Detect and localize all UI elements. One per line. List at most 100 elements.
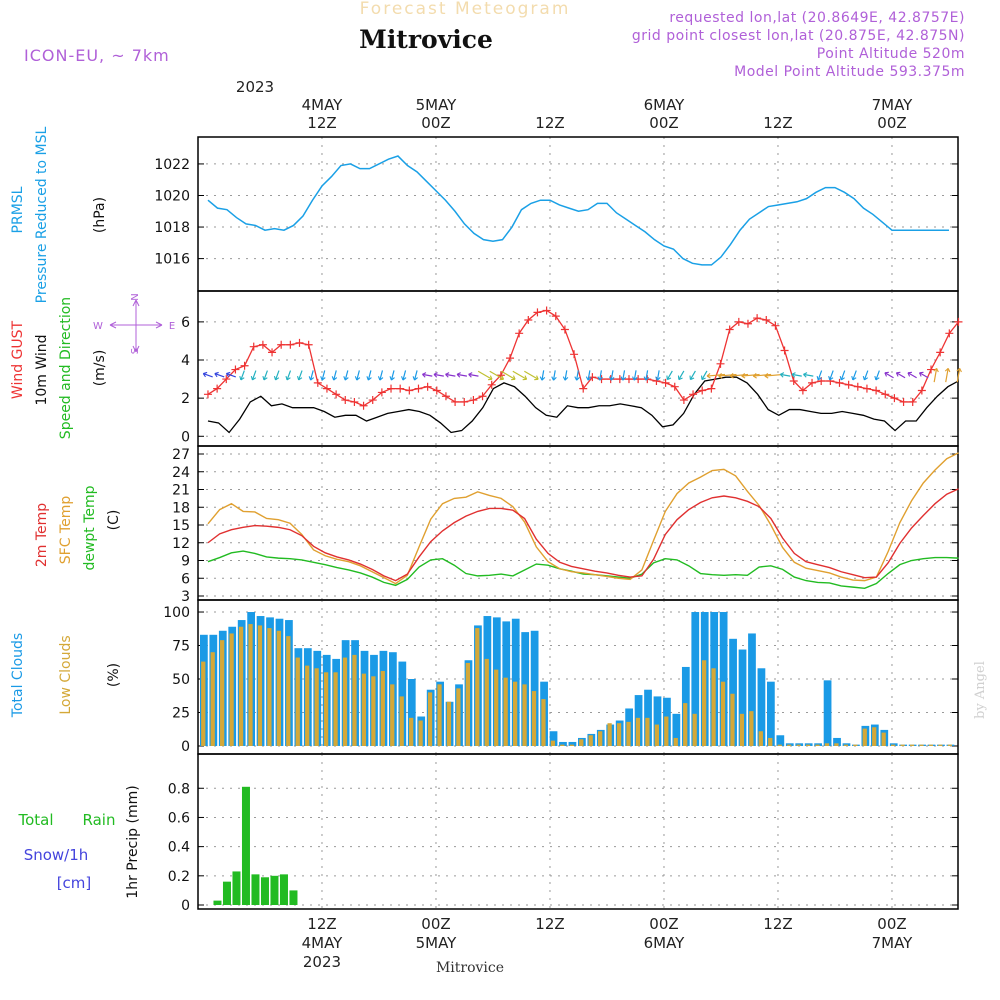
wind-direction-arrow (701, 370, 708, 380)
wind-direction-arrow (433, 373, 444, 377)
gust-marker (286, 340, 295, 349)
arrow-head (884, 371, 889, 377)
low-cloud-bar (267, 628, 272, 746)
low-cloud-bar (815, 744, 820, 746)
arrow-head (412, 376, 418, 381)
arrow-head (741, 373, 746, 379)
gust-marker (872, 386, 881, 395)
wind-direction-arrow (678, 370, 685, 380)
gust-marker (945, 329, 954, 338)
gust-marker (835, 378, 844, 387)
wind-direction-arrow (321, 370, 326, 381)
gust-marker (322, 384, 331, 393)
arrow-head (539, 376, 546, 381)
arrow-head (354, 376, 361, 381)
arrow-head (214, 371, 219, 378)
precip-bar (213, 900, 222, 905)
panel-pressure: 1016 1018 1020 1022 PRMSL Pressure Reduced to… (10, 126, 959, 303)
arrow-head (816, 375, 822, 381)
y-tick-label: 6 (181, 315, 190, 331)
total-cloud-bar (568, 741, 577, 746)
arrow-head (297, 375, 303, 381)
gust-marker (734, 317, 743, 326)
pressure-label-msl: Pressure Reduced to MSL (34, 126, 50, 303)
arrow-head (562, 376, 569, 381)
low-cloud-bar (654, 724, 659, 746)
wind-direction-arrow (310, 370, 314, 381)
arrow-head (445, 372, 450, 378)
wind-direction-arrow (552, 370, 556, 381)
gust-marker (954, 317, 963, 326)
panel-frame (197, 599, 959, 755)
low-cloud-bar (276, 630, 281, 746)
arrow-head (666, 375, 672, 381)
gust-marker (533, 308, 542, 317)
precip-label-cm: [cm] (57, 874, 92, 892)
gust-marker (231, 365, 240, 374)
total-cloud-bar (549, 731, 558, 746)
precip-bar (241, 786, 250, 905)
gust-marker (460, 397, 469, 406)
panel-frame (197, 753, 959, 910)
panel-wind: 0 2 4 6 Wind GUST 10m Wind Speed and Direction… (10, 290, 963, 447)
arrow-head (456, 372, 461, 378)
low-cloud-bar (238, 626, 244, 746)
y-tick-label: 21 (172, 483, 190, 499)
low-cloud-bar (853, 744, 858, 746)
low-cloud-bar (834, 743, 839, 746)
arrow-head (643, 376, 650, 381)
total-cloud-bar (691, 612, 700, 746)
wind-direction-arrow (633, 370, 637, 381)
wind-direction-arrow (524, 370, 539, 380)
low-cloud-bar (796, 744, 801, 746)
wind-direction-arrow (512, 370, 527, 380)
arrow-head (308, 376, 315, 381)
low-cloud-bar (890, 744, 896, 746)
total-cloud-bar (672, 713, 681, 746)
gust-marker (689, 390, 698, 399)
low-cloud-bar (683, 703, 688, 746)
low-cloud-bar (229, 633, 234, 746)
y-tick-label: 4 (181, 353, 190, 369)
precip-label-unit: 1hr Precip (mm) (125, 785, 141, 898)
y-tick-label: 27 (172, 447, 190, 463)
top-year-label: 2023 (236, 78, 274, 96)
precip-bar (251, 874, 260, 905)
gust-marker (304, 340, 313, 349)
gust-marker (213, 384, 222, 393)
clouds-label-total: Total Clouds (10, 633, 26, 718)
low-cloud-bar (494, 669, 499, 746)
arrow-head (907, 371, 912, 377)
low-cloud-bar (399, 696, 404, 746)
low-cloud-bar (437, 684, 442, 746)
gust-marker (808, 378, 817, 387)
top-hour-label: 00Z (649, 114, 678, 132)
gust-marker (377, 388, 386, 397)
arrow-head (202, 371, 208, 378)
wind-direction-arrow (753, 373, 772, 377)
arrow-head (597, 376, 603, 381)
top-day-label: 4MAY (302, 96, 344, 114)
wind-direction-arrow (956, 368, 961, 383)
gust-marker (936, 348, 945, 357)
low-cloud-bar (380, 670, 385, 746)
pressure-label-unit: (hPa) (92, 197, 108, 233)
total-cloud-bar (748, 633, 756, 746)
arrow-head (874, 375, 880, 381)
arrow-head (620, 376, 627, 381)
wind-direction-arrow (456, 373, 468, 377)
wind-direction-arrow (863, 370, 869, 381)
low-cloud-bar (286, 636, 291, 746)
precip-bar (270, 875, 279, 905)
temp-label-dewpt: dewpt Temp (82, 485, 98, 570)
arrow-head (511, 375, 516, 381)
gust-marker (515, 329, 524, 338)
arrow-head (706, 373, 711, 379)
wind-direction-arrow (622, 370, 626, 381)
gust-marker (707, 384, 716, 393)
top-day-label: 7MAY (872, 96, 914, 114)
precip-bar (289, 890, 298, 905)
y-tick-label: 25 (172, 705, 190, 721)
wind-direction-arrow (251, 370, 257, 381)
